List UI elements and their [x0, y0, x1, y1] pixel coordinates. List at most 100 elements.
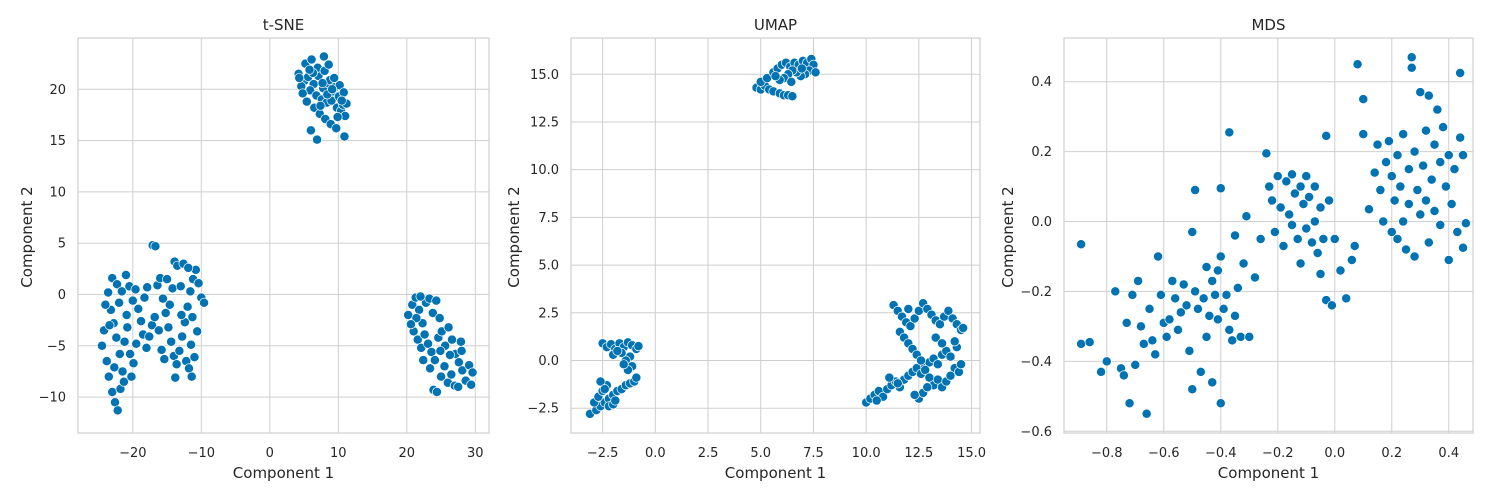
data-point	[1423, 90, 1434, 101]
data-point	[1309, 181, 1320, 192]
data-point	[1167, 275, 1178, 286]
data-point	[1403, 199, 1414, 209]
umap-x-tick-label: 5.0	[750, 446, 771, 461]
data-point	[1378, 216, 1389, 227]
data-point	[189, 352, 200, 363]
data-point	[186, 371, 197, 382]
data-point	[160, 308, 171, 318]
data-point	[294, 73, 305, 83]
data-point	[107, 387, 118, 397]
tsne-x-axis-title: Component 1	[233, 464, 334, 482]
data-point	[419, 329, 430, 340]
umap-y-tick-label: 7.5	[538, 211, 559, 226]
data-point	[156, 344, 167, 355]
data-point	[133, 303, 144, 314]
data-point	[126, 371, 137, 382]
data-point	[1221, 289, 1232, 300]
tsne-y-tick-label: 20	[49, 83, 66, 98]
data-point	[1101, 356, 1112, 367]
data-point	[447, 334, 457, 345]
data-point	[199, 297, 209, 308]
data-point	[903, 304, 914, 314]
data-point	[943, 305, 954, 316]
data-point	[101, 356, 112, 367]
data-point	[423, 338, 433, 349]
data-point	[1406, 62, 1417, 73]
data-point	[425, 363, 436, 374]
data-point	[418, 355, 429, 366]
data-point	[331, 123, 342, 134]
data-point	[810, 67, 821, 78]
umap-x-tick-label: −2.5	[587, 446, 619, 461]
data-point	[1287, 220, 1297, 230]
umap-y-tick-label: 10.0	[530, 163, 559, 178]
data-point	[1201, 331, 1212, 342]
tsne-y-tick-label: 0	[58, 288, 66, 303]
data-point	[187, 312, 198, 323]
data-point	[1207, 377, 1218, 388]
umap-y-tick-label: −2.5	[527, 402, 559, 417]
data-point	[1084, 337, 1095, 348]
data-point	[1133, 275, 1144, 286]
data-point	[1381, 157, 1392, 168]
data-point	[1195, 366, 1206, 377]
tsne-y-tick-label: 5	[58, 237, 66, 252]
data-point	[426, 346, 437, 357]
data-point	[1181, 300, 1192, 311]
mds-y-tick-label: −0.2	[1020, 285, 1052, 300]
data-point	[443, 322, 454, 333]
tsne-x-tick-label: 10	[330, 446, 347, 461]
data-point	[1446, 199, 1457, 209]
data-point	[1210, 289, 1221, 300]
data-point	[1190, 286, 1201, 297]
mds-y-tick-label: 0.0	[1031, 215, 1052, 230]
data-point	[435, 345, 446, 356]
data-point	[109, 362, 120, 373]
data-point	[1164, 314, 1175, 325]
mds-x-tick-label: −0.2	[1262, 446, 1294, 461]
data-point	[297, 88, 308, 99]
data-point	[1184, 345, 1195, 356]
data-point	[412, 334, 423, 345]
data-point	[1301, 223, 1312, 234]
umap-points	[585, 54, 969, 419]
data-point	[1175, 307, 1186, 318]
mds-x-tick-label: −0.6	[1148, 446, 1180, 461]
data-point	[329, 73, 340, 83]
data-point	[1443, 150, 1454, 161]
umap-x-tick-label: 2.5	[698, 446, 719, 461]
data-point	[1415, 87, 1426, 98]
data-point	[1187, 384, 1198, 395]
data-point	[1207, 275, 1218, 286]
data-point	[1429, 206, 1440, 216]
data-point	[1349, 241, 1360, 251]
data-point	[1150, 349, 1161, 360]
data-point	[467, 367, 478, 378]
umap-y-axis-title: Component 2	[505, 186, 523, 287]
data-point	[909, 389, 920, 400]
data-point	[114, 349, 125, 359]
data-point	[1438, 122, 1449, 133]
data-point	[339, 131, 350, 142]
data-point	[618, 359, 629, 370]
data-point	[796, 63, 807, 74]
data-point	[118, 376, 129, 387]
data-point	[1155, 289, 1166, 300]
data-point	[956, 359, 966, 370]
data-point	[1261, 148, 1272, 159]
data-point	[1212, 265, 1223, 276]
data-point	[1435, 220, 1446, 230]
data-point	[457, 365, 468, 376]
data-point	[103, 371, 114, 382]
data-point	[110, 397, 120, 408]
data-point	[439, 361, 450, 372]
data-point	[631, 372, 642, 383]
mds-y-tick-label: −0.6	[1020, 425, 1052, 440]
umap-y-tick-label: 2.5	[538, 306, 559, 321]
data-point	[1141, 408, 1152, 419]
data-point	[1309, 216, 1320, 227]
data-point	[182, 301, 193, 312]
data-point	[1443, 255, 1454, 265]
data-point	[114, 297, 125, 308]
